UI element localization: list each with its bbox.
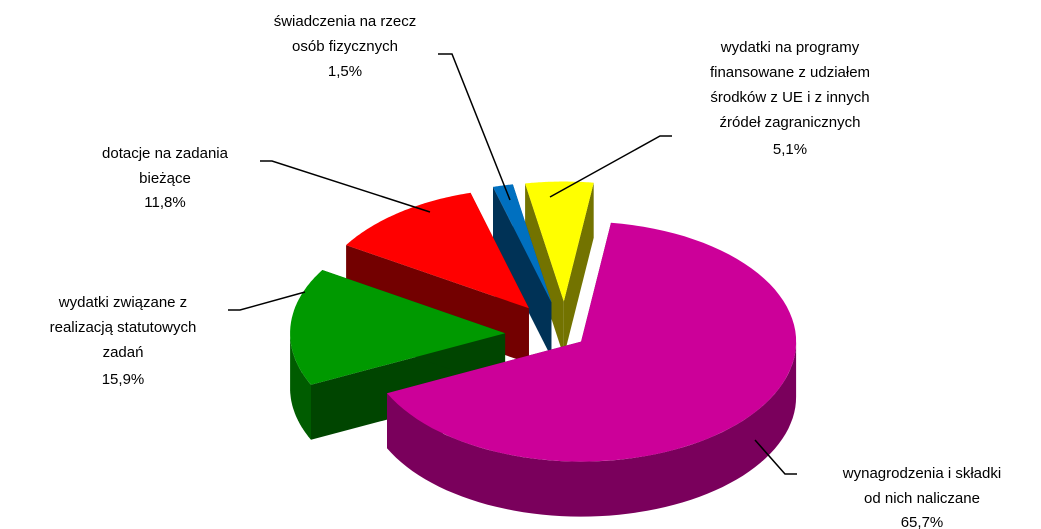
slice <box>387 222 797 517</box>
leader-line <box>549 135 672 198</box>
slice <box>290 270 506 440</box>
slice-top <box>493 184 552 303</box>
leader-line <box>438 53 511 201</box>
slice-wall <box>290 333 311 440</box>
value-label: 5,1% <box>773 141 807 158</box>
slice <box>525 181 594 357</box>
value-label: 1,5% <box>328 63 362 80</box>
value-label: 15,9% <box>102 371 145 388</box>
slice-side <box>563 182 594 357</box>
slice-top <box>387 222 797 462</box>
leader-line <box>754 439 797 475</box>
slice-top <box>290 270 506 385</box>
slice-wall <box>387 341 797 517</box>
category-label: wynagrodzenia i składki od nich naliczane <box>842 465 1001 507</box>
value-label: 65,7% <box>901 514 944 529</box>
slice-side <box>493 186 552 358</box>
slice <box>493 184 552 358</box>
slice-top <box>525 181 594 302</box>
leader-line <box>260 160 431 213</box>
category-label: dotacje na zadania bieżące <box>102 145 229 187</box>
value-label: 11,8% <box>144 194 185 211</box>
category-label: wydatki na programy finansowane z udziałe… <box>710 39 870 131</box>
category-label: świadczenia na rzecz osób fizycznych <box>274 13 417 55</box>
slice-side <box>525 183 564 357</box>
leader-line <box>228 291 306 311</box>
slice-top <box>346 192 529 309</box>
category-label: wydatki związane z realizacją statutowych… <box>50 294 197 361</box>
